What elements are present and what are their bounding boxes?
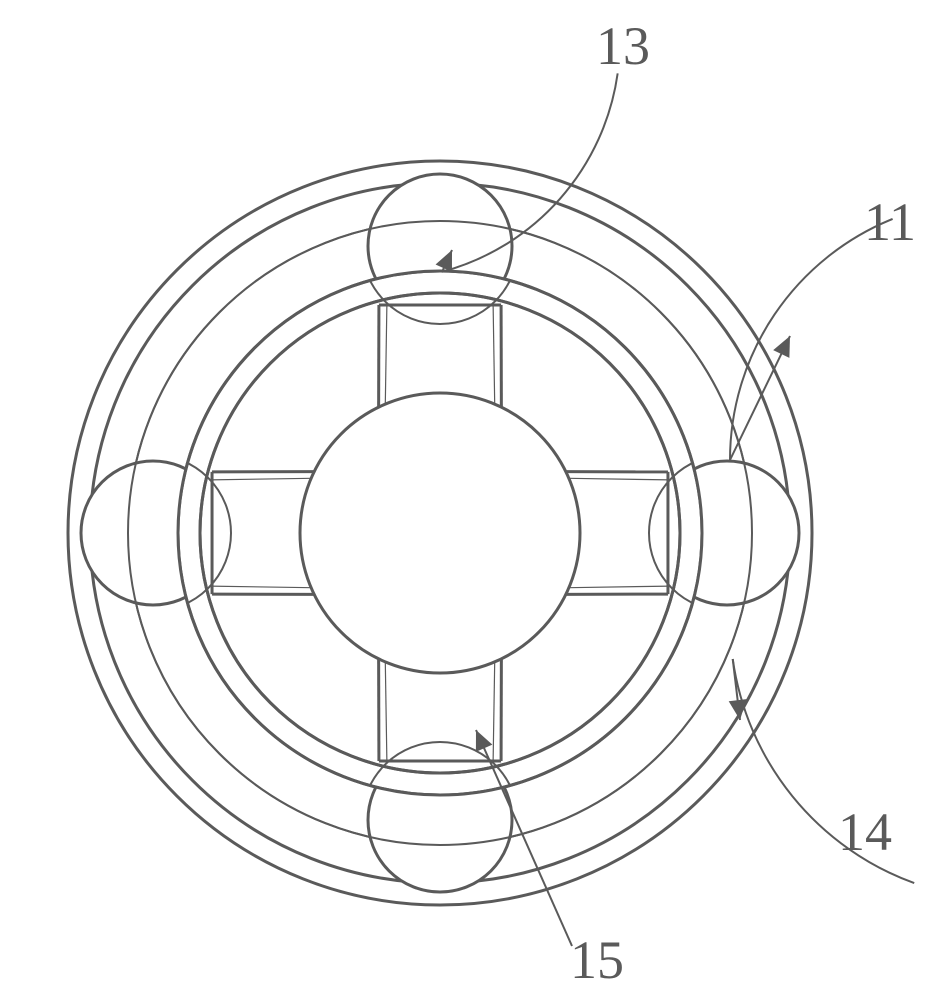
label-l14: 14 [838, 802, 892, 862]
label-l11: 11 [864, 192, 916, 252]
label-l15: 15 [570, 930, 624, 990]
label-l13: 13 [596, 16, 650, 76]
